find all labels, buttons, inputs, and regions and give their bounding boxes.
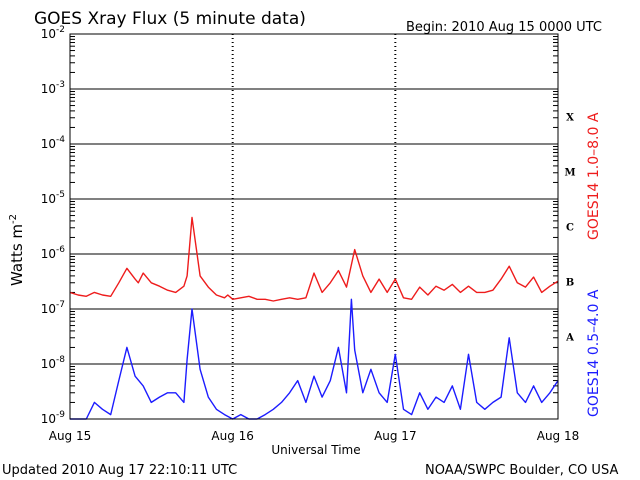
y-tick-label: 10-8	[41, 355, 66, 371]
y-axis-label: Watts m-2	[8, 214, 26, 286]
flare-class-label: A	[565, 333, 574, 344]
flare-class-label: X	[566, 113, 574, 124]
x-tick-label: Aug 16	[211, 429, 254, 443]
series-line-short	[70, 298, 559, 420]
y-tick-label: 10-4	[41, 135, 66, 151]
flare-class-label: M	[564, 168, 575, 179]
y-tick-label: 10-3	[41, 80, 65, 96]
legend-short-channel: GOES14 0.5–4.0 A	[586, 289, 602, 417]
y-tick-label: 10-5	[41, 190, 65, 206]
chart-title: GOES Xray Flux (5 minute data)	[34, 9, 306, 29]
begin-label: Begin: 2010 Aug 15 0000 UTC	[406, 20, 602, 35]
plot-frame	[69, 33, 559, 420]
flare-class-labels: X M C B A	[564, 113, 575, 344]
x-tick-label: Aug 15	[49, 429, 92, 443]
series-line-long	[69, 216, 559, 302]
y-tick-label: 10-2	[41, 25, 65, 41]
y-tick-label: 10-6	[41, 245, 66, 261]
y-tick-labels: 10-2 10-3 10-4 10-5 10-6 10-7 10-8 10-9	[41, 25, 66, 426]
credit-label: NOAA/SWPC Boulder, CO USA	[425, 463, 618, 478]
flare-class-label: C	[566, 223, 574, 234]
x-tick-label: Aug 18	[537, 429, 580, 443]
flare-class-label: B	[566, 278, 574, 289]
grid-lines	[70, 33, 558, 420]
data-series	[69, 216, 559, 420]
y-tick-label: 10-9	[41, 410, 66, 426]
updated-timestamp: Updated 2010 Aug 17 22:10:11 UTC	[2, 463, 237, 478]
x-tick-labels: Aug 15 Aug 16 Aug 17 Aug 18	[49, 429, 580, 443]
y-tick-label: 10-7	[41, 300, 65, 316]
x-axis-label: Universal Time	[271, 443, 360, 457]
legend-long-channel: GOES14 1.0–8.0 A	[586, 112, 602, 240]
x-tick-label: Aug 17	[374, 429, 417, 443]
